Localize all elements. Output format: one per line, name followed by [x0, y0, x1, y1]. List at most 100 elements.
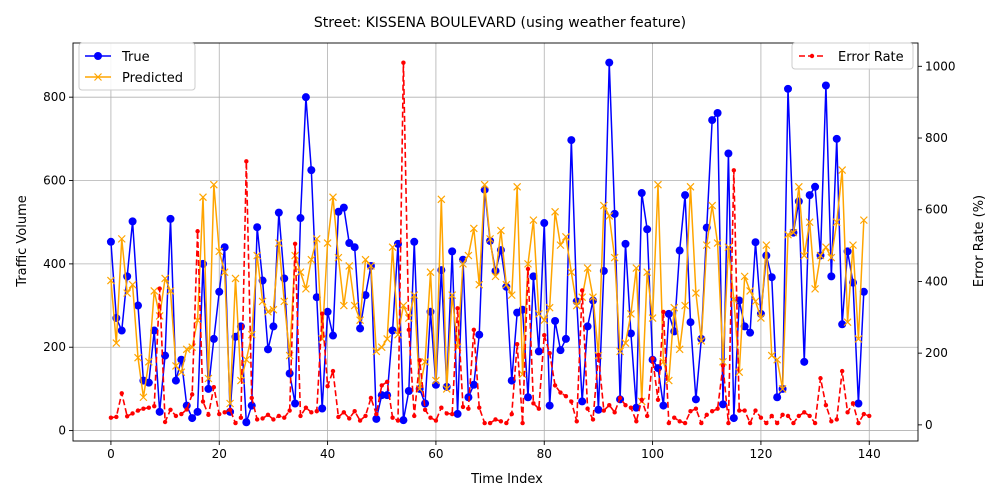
- data-point: [453, 409, 462, 418]
- data-point: [184, 407, 189, 412]
- data-point: [794, 182, 803, 191]
- x-tick-label: 20: [212, 447, 227, 461]
- data-point: [217, 411, 222, 417]
- data-point: [260, 416, 265, 421]
- data-point: [471, 327, 477, 333]
- data-point: [578, 397, 587, 406]
- data-point: [534, 309, 543, 318]
- data-point: [821, 81, 830, 90]
- data-point: [688, 409, 693, 414]
- data-point: [134, 353, 142, 362]
- data-point: [323, 239, 332, 247]
- legend-label: True: [121, 50, 150, 65]
- data-point: [388, 326, 397, 335]
- data-point: [404, 386, 413, 395]
- data-point: [247, 330, 256, 339]
- x-tick-label: 60: [428, 447, 443, 461]
- data-point: [547, 350, 552, 356]
- data-point: [292, 241, 298, 246]
- data-point: [681, 191, 690, 200]
- data-point: [173, 413, 179, 419]
- data-point: [303, 405, 309, 410]
- data-point: [838, 320, 847, 329]
- data-point: [558, 390, 563, 395]
- data-point: [108, 415, 114, 420]
- data-point: [735, 368, 744, 377]
- data-point: [444, 411, 449, 416]
- data-point: [200, 399, 206, 404]
- data-point: [220, 243, 229, 252]
- data-point: [168, 407, 173, 413]
- data-point: [422, 407, 428, 413]
- data-point: [448, 291, 457, 300]
- data-point: [282, 415, 287, 420]
- data-point: [253, 223, 262, 232]
- y-tick-label-left: 600: [43, 174, 66, 188]
- x-tick-label: 0: [107, 447, 115, 461]
- data-point: [861, 411, 867, 417]
- data-point: [189, 392, 195, 397]
- data-point: [209, 180, 218, 189]
- data-point: [850, 401, 856, 406]
- data-point: [784, 84, 792, 93]
- data-point: [556, 346, 565, 355]
- data-point: [832, 134, 841, 143]
- data-point: [258, 297, 267, 306]
- data-point: [785, 413, 791, 419]
- data-point: [832, 218, 841, 227]
- data-point: [280, 297, 289, 306]
- data-point: [412, 413, 417, 419]
- data-point: [265, 412, 271, 418]
- data-point: [171, 362, 180, 370]
- data-point: [594, 405, 603, 414]
- legend-right: Error Rate: [791, 42, 914, 70]
- data-point: [410, 291, 419, 300]
- data-point: [812, 420, 818, 426]
- data-point: [691, 289, 700, 297]
- series-layer: [106, 58, 872, 427]
- x-tick-label: 120: [749, 447, 772, 461]
- data-point: [469, 224, 478, 233]
- data-point: [737, 408, 742, 413]
- data-point: [816, 251, 825, 260]
- data-point: [769, 413, 774, 419]
- grid: [73, 43, 918, 441]
- data-point: [677, 419, 682, 424]
- data-point: [686, 318, 695, 327]
- data-point: [713, 109, 722, 118]
- data-point: [655, 397, 661, 402]
- data-point: [171, 376, 180, 385]
- data-point: [117, 234, 126, 243]
- data-point: [634, 419, 639, 424]
- data-point: [253, 251, 262, 260]
- data-point: [675, 246, 684, 255]
- data-point: [157, 286, 162, 291]
- data-point: [487, 420, 493, 426]
- data-point: [475, 280, 484, 289]
- data-point: [106, 237, 115, 246]
- data-point: [179, 411, 184, 417]
- data-point: [805, 191, 814, 200]
- data-point: [177, 368, 186, 377]
- data-point: [746, 328, 755, 337]
- data-point: [605, 212, 614, 220]
- data-point: [529, 272, 538, 281]
- data-point: [805, 218, 814, 227]
- data-point: [128, 217, 137, 226]
- data-point: [271, 417, 276, 422]
- data-point: [141, 406, 146, 411]
- data-point: [675, 345, 684, 354]
- data-point: [726, 420, 731, 426]
- data-point: [227, 407, 233, 413]
- y-axis-label-left: Traffic Volume: [15, 195, 30, 288]
- data-point: [329, 331, 337, 340]
- data-point: [144, 357, 153, 366]
- data-point: [491, 272, 500, 281]
- data-point: [406, 327, 412, 333]
- data-point: [784, 230, 792, 239]
- data-point: [287, 408, 292, 413]
- data-point: [309, 410, 314, 415]
- data-point: [702, 241, 711, 250]
- data-point: [628, 405, 634, 410]
